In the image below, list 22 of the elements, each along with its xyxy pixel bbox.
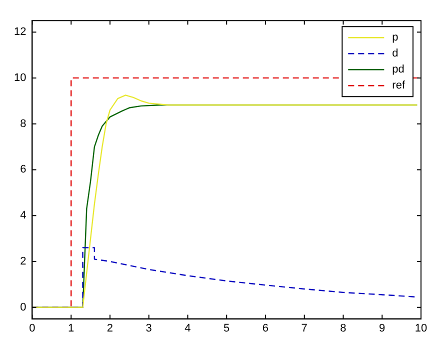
x-tick-label: 4 [184,322,191,334]
x-tick-label: 9 [379,322,386,334]
legend-label: pd [392,64,404,76]
x-tick-label: 0 [29,322,36,334]
legend-label: ref [392,80,406,92]
y-tick-label: 2 [20,255,26,268]
x-tick-label: 5 [224,322,230,334]
legend-label: d [392,48,398,60]
x-tick-label: 2 [106,322,114,334]
y-tick-label: 0 [20,301,26,314]
x-tick-label: 10 [414,322,428,334]
x-tick-label: 7 [301,322,308,334]
x-tick-label: 8 [340,322,346,334]
x-tick-label: 3 [146,322,152,334]
legend-label: p [392,32,398,44]
y-tick-label: 12 [14,26,26,38]
y-tick-label: 4 [20,210,26,222]
y-tick-label: 6 [20,164,26,176]
x-tick-label: 6 [262,322,269,334]
y-tick-label: 8 [20,118,26,130]
y-tick-label: 10 [14,72,26,84]
x-tick-label: 1 [68,322,74,334]
